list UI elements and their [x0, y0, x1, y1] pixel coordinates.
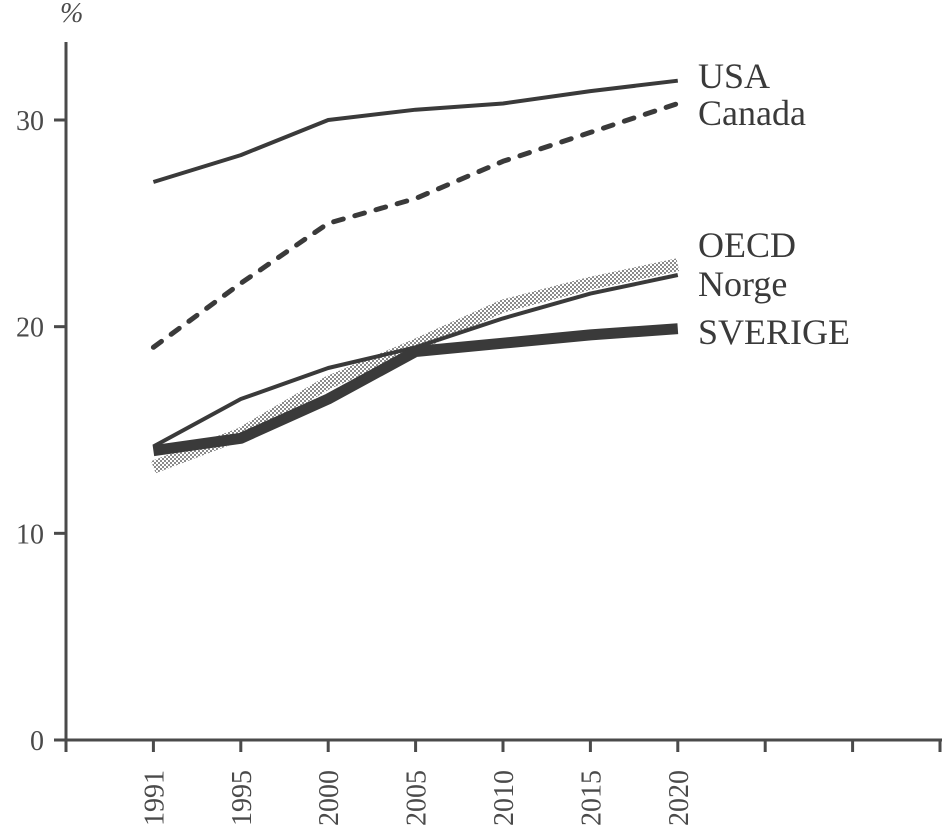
legend-label-canada: Canada [698, 93, 806, 133]
legend-label-sverige: SVERIGE [698, 312, 850, 352]
x-tick-label: 1991 [139, 770, 170, 826]
y-tick-label: 30 [16, 106, 44, 137]
legend-label-norge: Norge [698, 264, 787, 304]
y-unit-label: % [60, 0, 83, 29]
series-lines [150, 78, 681, 474]
x-ticks: 1991 1995 2000 2005 2010 2015 2020 [64, 740, 942, 826]
series-line-sverige [152, 323, 679, 457]
x-tick-label: 2010 [489, 770, 520, 826]
axes: % [58, 0, 942, 752]
x-tick-label: 2020 [664, 770, 695, 826]
series-line-norge [152, 273, 679, 449]
x-tick-label: 2000 [314, 770, 345, 826]
legend-label-oecd: OECD [698, 225, 796, 265]
series-line-canada [150, 101, 681, 350]
x-tick-label: 2015 [576, 770, 607, 826]
y-tick-label: 0 [30, 726, 44, 757]
y-ticks: 0 10 20 30 [16, 106, 66, 757]
series-line-usa [152, 78, 679, 184]
y-tick-label: 10 [16, 519, 44, 550]
x-tick-label: 1995 [227, 770, 258, 826]
legend-label-usa: USA [698, 56, 770, 96]
x-tick-label: 2005 [402, 770, 433, 826]
y-tick-label: 20 [16, 313, 44, 344]
